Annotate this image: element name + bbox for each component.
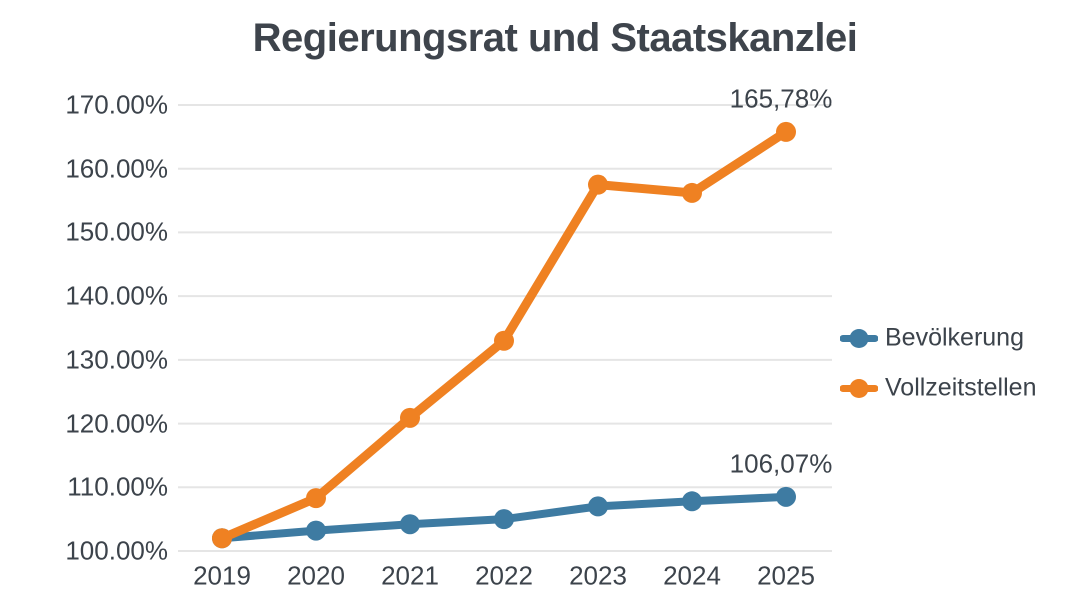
data-point-vollzeitstellen-2019 [212, 528, 232, 549]
y-axis-tick-label: 160.00% [65, 153, 168, 184]
data-point-vollzeitstellen-2020 [306, 488, 326, 509]
data-point-vollzeitstellen-2022 [494, 330, 514, 351]
y-axis-tick-label: 130.00% [65, 344, 168, 375]
chart-title: Regierungsrat und Staatskanzlei [252, 16, 858, 60]
x-axis-tick-label: 2024 [663, 560, 721, 591]
legend: Bevölkerung Vollzeitstellen [840, 0, 1080, 605]
data-point-vollzeitstellen-2024 [682, 182, 702, 203]
data-label-vollzeitstellen: 165,78% [729, 83, 833, 114]
y-axis-tick-label: 150.00% [65, 216, 168, 247]
x-axis-tick-label: 2025 [757, 560, 815, 591]
legend-item-vollzeitstellen[interactable]: Vollzeitstellen [840, 374, 1036, 403]
data-point-vollzeitstellen-2023 [588, 174, 608, 195]
data-label-bevoelkerung: 106,07% [729, 448, 833, 479]
data-point-bevoelkerung-2022 [494, 509, 514, 530]
data-point-bevoelkerung-2023 [588, 496, 608, 517]
x-axis-tick-label: 2019 [193, 560, 251, 591]
y-axis-tick-label: 100.00% [65, 535, 168, 566]
data-point-vollzeitstellen-2025 [776, 121, 796, 142]
y-axis-tick-label: 120.00% [65, 408, 168, 439]
data-point-bevoelkerung-2024 [682, 491, 702, 512]
data-point-bevoelkerung-2021 [400, 514, 420, 535]
data-point-bevoelkerung-2020 [306, 520, 326, 541]
legend-marker-bevoelkerung-icon [840, 328, 878, 348]
x-axis-tick-label: 2022 [475, 560, 533, 591]
y-axis-tick-label: 170.00% [65, 89, 168, 120]
legend-label-bevoelkerung: Bevölkerung [885, 323, 1024, 352]
data-point-vollzeitstellen-2021 [400, 407, 420, 428]
legend-label-vollzeitstellen: Vollzeitstellen [885, 373, 1037, 402]
legend-item-bevoelkerung[interactable]: Bevölkerung [840, 324, 1024, 353]
y-axis-tick-label: 110.00% [67, 471, 168, 502]
legend-marker-vollzeitstellen-icon [840, 378, 878, 398]
x-axis-tick-label: 2020 [287, 560, 345, 591]
y-axis-tick-label: 140.00% [65, 280, 168, 311]
x-axis-tick-label: 2023 [569, 560, 627, 591]
data-point-bevoelkerung-2025 [776, 486, 796, 507]
x-axis-tick-label: 2021 [381, 560, 439, 591]
